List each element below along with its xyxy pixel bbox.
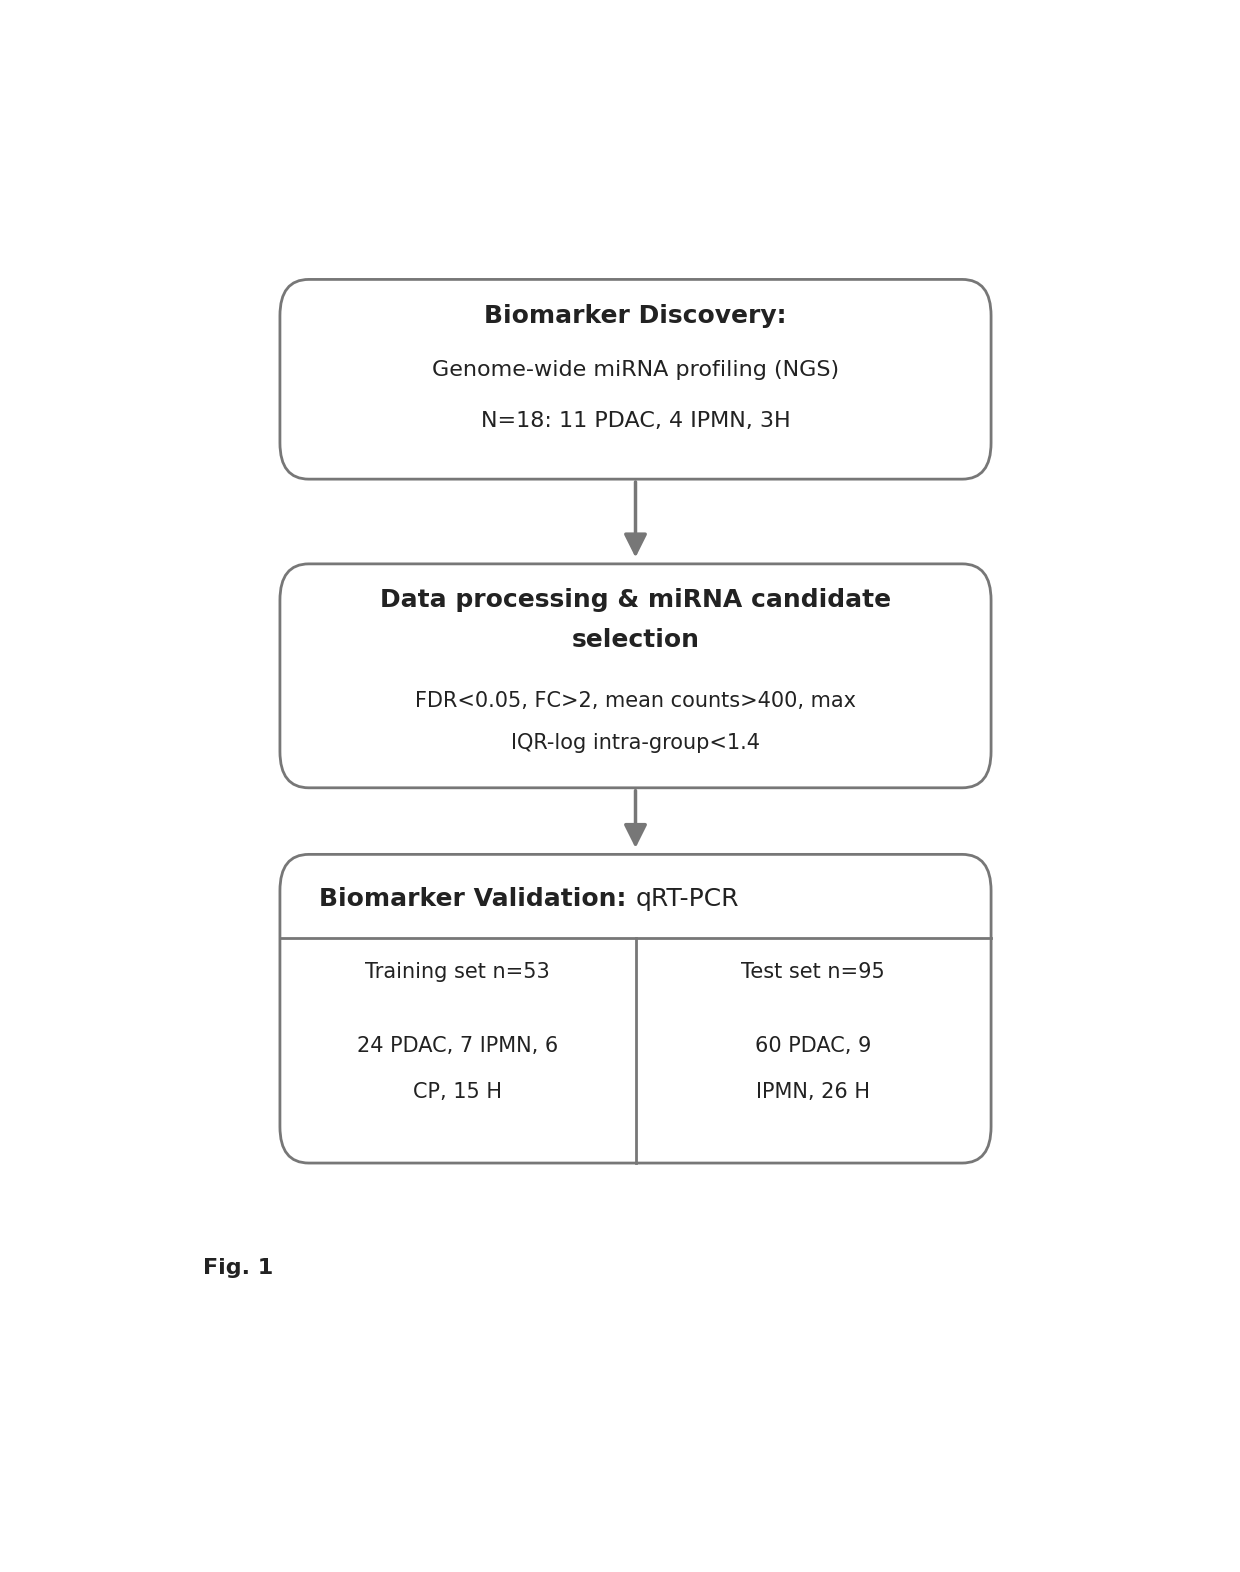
Text: Genome-wide miRNA profiling (NGS): Genome-wide miRNA profiling (NGS) <box>432 360 839 380</box>
Text: FDR<0.05, FC>2, mean counts>400, max: FDR<0.05, FC>2, mean counts>400, max <box>415 690 856 711</box>
Text: Fig. 1: Fig. 1 <box>203 1258 273 1278</box>
FancyBboxPatch shape <box>280 564 991 788</box>
Text: Biomarker Validation:: Biomarker Validation: <box>320 887 635 912</box>
Text: 24 PDAC, 7 IPMN, 6: 24 PDAC, 7 IPMN, 6 <box>357 1036 558 1056</box>
Text: Data processing & miRNA candidate: Data processing & miRNA candidate <box>379 588 892 612</box>
Text: IQR-log intra-group<1.4: IQR-log intra-group<1.4 <box>511 733 760 753</box>
Text: Training set n=53: Training set n=53 <box>366 962 551 981</box>
Text: CP, 15 H: CP, 15 H <box>413 1082 502 1102</box>
FancyBboxPatch shape <box>280 855 991 1163</box>
FancyBboxPatch shape <box>280 280 991 479</box>
Text: selection: selection <box>572 629 699 652</box>
Text: Biomarker Discovery:: Biomarker Discovery: <box>485 303 786 327</box>
Text: N=18: 11 PDAC, 4 IPMN, 3H: N=18: 11 PDAC, 4 IPMN, 3H <box>481 410 790 431</box>
Text: 60 PDAC, 9: 60 PDAC, 9 <box>755 1036 872 1056</box>
Text: qRT-PCR: qRT-PCR <box>635 887 739 912</box>
Text: Test set n=95: Test set n=95 <box>742 962 885 981</box>
Text: IPMN, 26 H: IPMN, 26 H <box>756 1082 870 1102</box>
